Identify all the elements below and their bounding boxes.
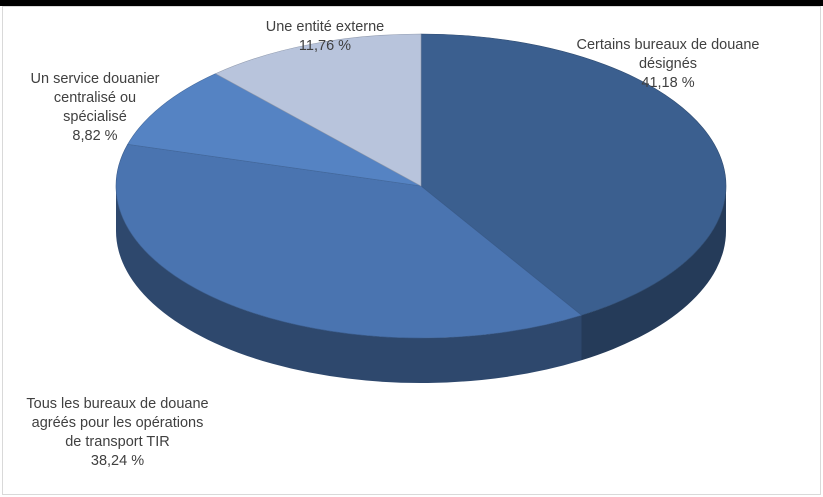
slice-label-service-douanier: Un service douanier centralisé ou spécia… <box>10 70 180 146</box>
slice-label-line: centralisé ou <box>53 90 137 106</box>
slice-value-label: 41,18 % <box>641 75 695 91</box>
slice-label-line: Une entité externe <box>265 19 385 35</box>
pie-slice <box>420 33 727 316</box>
slice-value-label: 11,76 % <box>298 38 352 54</box>
slice-label-line: Un service douanier <box>30 71 160 87</box>
slice-value-label: 8,82 % <box>72 128 118 144</box>
slice-label-line: Tous les bureaux de douane <box>26 396 209 412</box>
slice-label-line: spécialisé <box>63 109 127 125</box>
pie-slice-side <box>581 186 726 361</box>
pie-slice <box>115 144 583 339</box>
slice-label-line: de transport TIR <box>65 434 170 450</box>
slice-label-entite-externe: Une entité externe 11,76 % <box>240 18 410 56</box>
slice-label-certains-bureaux: Certains bureaux de douane désignés 41,1… <box>548 36 788 93</box>
slice-value-label: 38,24 % <box>90 453 145 469</box>
pie-slice <box>127 73 422 187</box>
slice-label-tous-bureaux: Tous les bureaux de douane agréés pour l… <box>5 395 230 471</box>
slice-label-line: agréés pour les opérations <box>31 415 204 431</box>
slice-label-line: désignés <box>638 56 698 72</box>
top-border <box>0 0 823 6</box>
pie-slice-side <box>116 186 582 383</box>
pie-slice <box>214 33 422 187</box>
slice-label-line: Certains bureaux de douane <box>576 37 760 53</box>
